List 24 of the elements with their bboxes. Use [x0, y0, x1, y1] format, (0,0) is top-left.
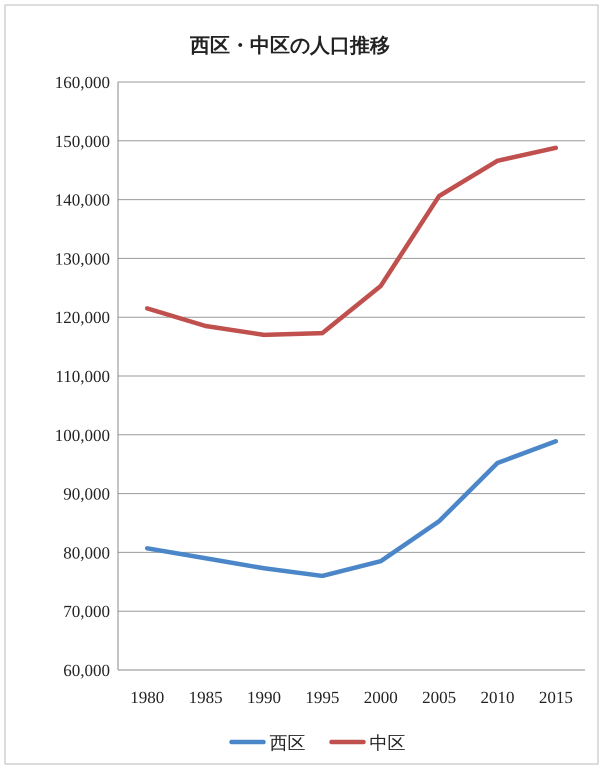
x-tick-label: 1995	[305, 688, 340, 707]
chart-title: 西区・中区の人口推移	[189, 33, 390, 57]
x-tick-label: 1985	[188, 688, 223, 707]
x-tick-label: 1990	[246, 688, 281, 707]
y-tick-label: 140,000	[54, 190, 110, 210]
line-series	[144, 146, 558, 338]
x-tick-label: 2015	[538, 688, 573, 707]
y-tick-label: 130,000	[54, 249, 110, 268]
y-tick-label: 90,000	[63, 484, 110, 504]
x-tick-label: 2005	[422, 688, 456, 707]
legend-label: 西区	[270, 733, 306, 754]
y-tick-label: 110,000	[55, 367, 110, 386]
x-tick-label: 1980	[130, 688, 164, 707]
x-tick-label: 2010	[480, 688, 514, 707]
y-tick-label: 70,000	[63, 602, 110, 622]
y-tick-label: 100,000	[54, 426, 110, 445]
x-tick-label: 2000	[364, 688, 398, 707]
y-tick-label: 60,000	[63, 661, 110, 680]
y-tick-label: 80,000	[63, 543, 110, 562]
y-tick-label: 120,000	[54, 308, 110, 328]
y-tick-label: 150,000	[54, 132, 110, 151]
line-series	[144, 439, 558, 578]
y-tick-label: 160,000	[54, 73, 110, 92]
legend-label: 中区	[370, 733, 406, 754]
